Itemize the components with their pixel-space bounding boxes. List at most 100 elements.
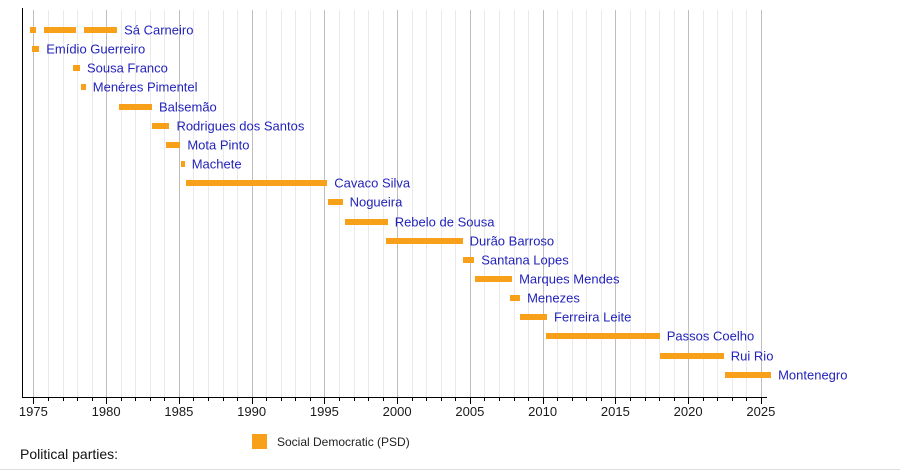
gridline-2008 — [513, 10, 515, 397]
leader-name-label: Menezes — [527, 290, 580, 306]
gridline-1984 — [164, 10, 166, 397]
x-minor-tick-2021 — [702, 398, 704, 401]
x-minor-tick-2016 — [629, 398, 631, 401]
gridline-2007 — [499, 10, 500, 397]
gridline-2024 — [746, 10, 748, 397]
x-tick-label-1980: 1980 — [91, 404, 121, 419]
gridline-1979 — [91, 10, 93, 397]
gridline-1990 — [251, 10, 253, 397]
gridline-1978 — [77, 10, 79, 397]
gridline-1994 — [309, 10, 311, 397]
x-minor-tick-2004 — [455, 398, 457, 401]
leader-bar-segment — [118, 103, 152, 110]
leader-name-label: Mota Pinto — [187, 137, 250, 153]
leader-name-label: Sousa Franco — [86, 60, 168, 76]
x-minor-tick-1989 — [237, 398, 239, 401]
x-minor-tick-1999 — [382, 398, 384, 401]
gridline-1988 — [222, 10, 224, 397]
x-tick-label-1995: 1995 — [309, 404, 339, 419]
gridline-1992 — [280, 10, 282, 397]
gridline-1980 — [106, 10, 108, 397]
x-minor-tick-2001 — [411, 398, 413, 401]
leader-bar-segment — [546, 333, 660, 340]
x-major-tick-2010 — [542, 398, 544, 404]
x-minor-tick-2013 — [586, 398, 588, 401]
gridline-2010 — [542, 10, 544, 397]
gridline-2005 — [469, 10, 471, 397]
gridline-2018 — [659, 10, 661, 397]
leader-bar-segment — [81, 84, 86, 91]
leader-bar-segment — [509, 295, 521, 302]
political-parties-label: Political parties: — [20, 446, 119, 462]
x-tick-label-2015: 2015 — [600, 404, 630, 419]
x-major-tick-1985 — [178, 398, 180, 404]
gridline-2019 — [673, 10, 675, 397]
leader-name-label: Nogueira — [349, 194, 403, 210]
x-minor-tick-2008 — [513, 398, 515, 401]
gridline-2023 — [731, 10, 733, 397]
leader-bar-segment — [44, 27, 77, 33]
gridline-1985 — [178, 10, 180, 397]
leader-name-label: Ferreira Leite — [554, 309, 632, 325]
gridline-1993 — [295, 10, 297, 397]
gridline-2021 — [702, 10, 704, 397]
x-minor-tick-2007 — [499, 398, 500, 401]
leader-name-label: Cavaco Silva — [334, 175, 411, 191]
x-minor-tick-1979 — [91, 398, 93, 401]
gridline-2025 — [760, 10, 762, 397]
leader-bar-segment — [386, 237, 463, 244]
x-major-tick-2015 — [615, 398, 617, 404]
gridline-2000 — [397, 10, 399, 397]
leader-name-label: Rebelo de Sousa — [394, 214, 495, 229]
x-tick-label-1985: 1985 — [164, 404, 194, 419]
leader-bar-segment — [73, 65, 80, 72]
x-major-tick-2005 — [469, 398, 471, 404]
x-tick-label-2010: 2010 — [528, 404, 558, 419]
leader-name-label: Menéres Pimentel — [92, 79, 198, 95]
x-minor-tick-1992 — [280, 398, 282, 401]
x-tick-label-2020: 2020 — [673, 404, 703, 419]
leader-name-label: Marques Mendes — [519, 271, 620, 287]
leader-bar-segment — [724, 371, 772, 378]
x-tick-label-2000: 2000 — [382, 404, 412, 419]
x-minor-tick-2023 — [731, 398, 733, 401]
gridline-1977 — [62, 10, 64, 397]
x-major-tick-2000 — [397, 398, 399, 404]
gridline-1983 — [149, 10, 151, 397]
gridline-2001 — [411, 10, 413, 397]
x-minor-tick-2024 — [746, 398, 748, 401]
gridline-1997 — [353, 10, 355, 397]
x-major-tick-2025 — [760, 398, 762, 404]
x-minor-tick-1993 — [295, 398, 297, 401]
gridline-2006 — [484, 10, 486, 397]
x-major-tick-1975 — [33, 398, 35, 404]
x-minor-tick-1997 — [353, 398, 355, 401]
gridline-2013 — [586, 10, 588, 397]
leader-bar-segment — [344, 218, 388, 225]
x-minor-tick-1987 — [208, 398, 209, 401]
gridline-2016 — [629, 10, 631, 397]
x-minor-tick-1978 — [77, 398, 79, 401]
leader-bar-segment — [151, 122, 170, 129]
x-minor-tick-1981 — [120, 398, 122, 401]
x-tick-label-1975: 1975 — [18, 404, 48, 419]
x-major-tick-1995 — [324, 398, 326, 404]
leader-bar-segment — [31, 46, 40, 53]
leader-name-label: Rodrigues dos Santos — [176, 118, 305, 134]
leader-bar-segment — [328, 199, 343, 206]
leader-bar-segment — [474, 275, 513, 282]
x-minor-tick-1988 — [222, 398, 224, 401]
x-minor-tick-1977 — [62, 398, 64, 401]
x-minor-tick-2017 — [644, 398, 646, 401]
gridline-1989 — [237, 10, 239, 397]
x-minor-tick-1991 — [266, 398, 268, 401]
gridline-1982 — [135, 10, 137, 397]
x-minor-tick-1986 — [193, 398, 195, 401]
x-minor-tick-2012 — [571, 398, 573, 401]
leader-name-label: Balsemão — [158, 99, 217, 115]
gridline-2012 — [571, 10, 573, 397]
x-minor-tick-2022 — [717, 398, 719, 401]
leader-name-label: Santana Lopes — [481, 252, 569, 268]
